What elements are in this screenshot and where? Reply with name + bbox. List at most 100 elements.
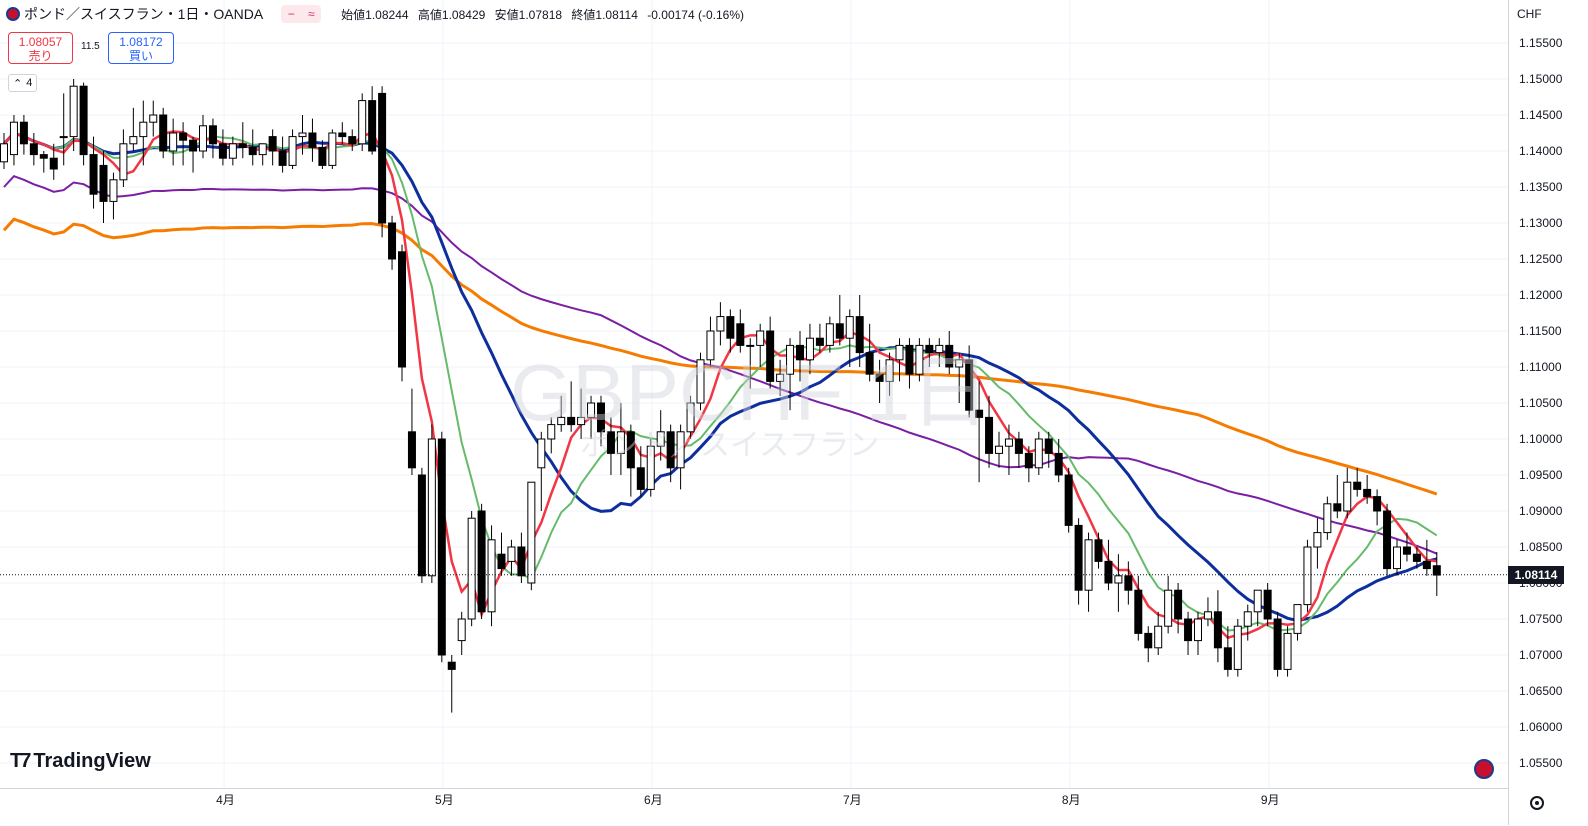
- candle: [626, 424, 635, 497]
- candle: [159, 107, 168, 159]
- chart-pane[interactable]: GBPCHF 1日 ポンド／スイスフラン ポンド／スイスフラン・1日・OANDA…: [0, 0, 1508, 788]
- candle-body: [656, 431, 665, 447]
- sell-price: 1.08057: [18, 35, 63, 49]
- candle-body: [69, 85, 78, 138]
- candle: [985, 395, 994, 468]
- candle: [1134, 575, 1143, 641]
- candle-body: [278, 150, 287, 166]
- legend-toggle-button[interactable]: − ≈: [281, 5, 322, 23]
- candle: [666, 424, 675, 483]
- candle: [268, 129, 277, 166]
- candle: [99, 151, 108, 223]
- candle-body: [1273, 618, 1282, 670]
- candle: [298, 115, 307, 155]
- candle-body: [676, 431, 685, 469]
- candle-body: [1353, 481, 1362, 490]
- candle-body: [796, 344, 804, 361]
- candle: [1432, 552, 1441, 596]
- candle: [895, 338, 904, 382]
- candle: [1004, 424, 1013, 475]
- candle: [69, 79, 78, 151]
- candle-body: [437, 438, 446, 656]
- candle-body: [129, 136, 138, 145]
- candle: [855, 295, 864, 367]
- candle: [1184, 611, 1193, 655]
- candle: [776, 359, 785, 396]
- candle-body: [368, 100, 377, 152]
- candle-body: [388, 222, 397, 260]
- price-tick-label: 1.13000: [1519, 216, 1563, 230]
- chevron-up-icon: ⌃: [13, 77, 23, 90]
- candle: [965, 345, 974, 418]
- candle: [89, 136, 98, 209]
- time-axis[interactable]: 4月 5月 6月 7月 8月 9月: [0, 788, 1508, 826]
- candle: [1412, 547, 1421, 569]
- candle: [786, 338, 795, 411]
- candle: [278, 136, 287, 173]
- settings-corner[interactable]: [1508, 788, 1588, 825]
- candle-body: [696, 359, 705, 404]
- approx-icon: ≈: [307, 7, 315, 21]
- sell-button[interactable]: 1.08057 売り: [8, 32, 73, 64]
- price-chart[interactable]: [0, 0, 1508, 788]
- candle: [1074, 518, 1083, 605]
- candle-body: [248, 146, 257, 156]
- price-tick-label: 1.11000: [1519, 360, 1562, 374]
- candle-body: [169, 132, 178, 152]
- candle: [935, 338, 944, 367]
- price-axis[interactable]: CHF 1.15500 1.15000 1.14500 1.14000 1.13500 1…: [1508, 0, 1588, 825]
- indicators-collapse-button[interactable]: ⌃ 4: [8, 74, 38, 92]
- tradingview-logo[interactable]: T7 TradingView: [10, 750, 151, 773]
- candle: [706, 316, 715, 367]
- candle-body: [159, 114, 168, 152]
- candle-body: [199, 125, 207, 152]
- candle: [1373, 489, 1382, 526]
- candle-body: [1373, 496, 1382, 512]
- candle: [189, 136, 198, 173]
- candle-body: [407, 431, 416, 469]
- candle: [716, 302, 725, 346]
- price-tick-label: 1.09500: [1519, 468, 1563, 482]
- candle-body: [9, 121, 18, 156]
- candle: [825, 316, 834, 353]
- candle-body: [736, 323, 745, 346]
- candle-body: [288, 136, 297, 166]
- candle: [437, 431, 446, 663]
- currency-label[interactable]: CHF: [1517, 7, 1542, 21]
- candle: [427, 424, 436, 583]
- candle: [248, 129, 257, 166]
- time-tick-label: 5月: [435, 793, 454, 807]
- candle-body: [328, 132, 337, 166]
- candle: [925, 338, 934, 367]
- candle: [905, 338, 914, 389]
- candle: [109, 172, 118, 220]
- candle-body: [119, 143, 128, 181]
- candle: [1174, 583, 1183, 634]
- candle-body: [1402, 546, 1411, 555]
- currency-flag-icon: [6, 7, 20, 21]
- candle: [577, 388, 586, 439]
- candle-body: [616, 431, 625, 454]
- candle: [1144, 626, 1153, 663]
- buy-button[interactable]: 1.08172 買い: [108, 32, 174, 64]
- spread-value: 11.5: [81, 41, 100, 52]
- candle-body: [1393, 546, 1401, 570]
- price-tick-label: 1.07000: [1519, 648, 1563, 662]
- candle: [1343, 467, 1352, 519]
- candle: [338, 122, 347, 144]
- time-tick-label: 9月: [1260, 793, 1280, 807]
- price-tick-label: 1.06500: [1519, 684, 1563, 698]
- price-tick-label: 1.15000: [1519, 72, 1563, 86]
- candle-body: [915, 344, 924, 375]
- candle-body: [447, 661, 456, 670]
- uk-flag-icon[interactable]: [1474, 759, 1494, 779]
- candle: [517, 532, 526, 583]
- symbol-title[interactable]: ポンド／スイスフラン・1日・OANDA: [24, 6, 264, 22]
- candle-body: [995, 445, 1003, 454]
- candle-body: [716, 316, 725, 332]
- candle-body: [845, 316, 854, 339]
- candle-body: [587, 402, 596, 418]
- gear-icon[interactable]: [1530, 796, 1544, 810]
- candle-body: [208, 125, 217, 145]
- candle: [1303, 539, 1312, 612]
